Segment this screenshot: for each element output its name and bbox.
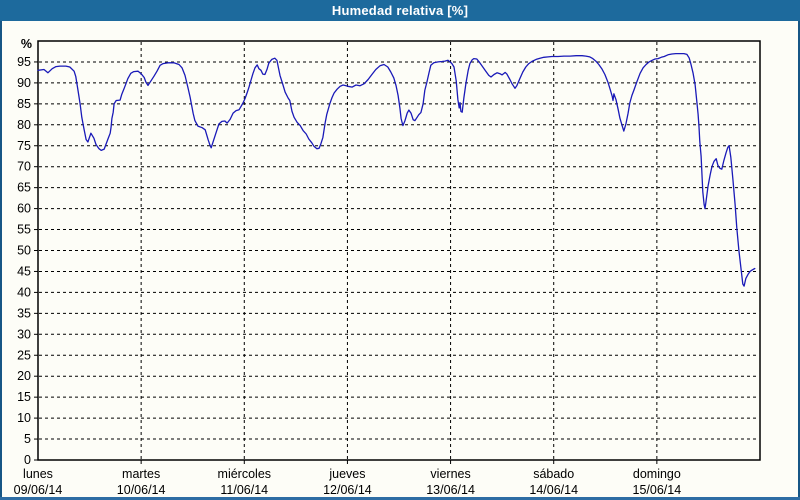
- x-date-label: 11/06/14: [220, 483, 268, 497]
- plot-frame: [37, 40, 761, 461]
- humidity-line: [37, 52, 756, 287]
- title-bar: Humedad relativa [%]: [0, 0, 800, 21]
- window-border-bottom: [0, 497, 800, 500]
- window-border-right: [798, 21, 800, 500]
- x-date-label: 12/06/14: [323, 483, 372, 497]
- y-tick-label: 75: [17, 139, 31, 153]
- x-date-label: 09/06/14: [14, 483, 63, 497]
- x-date-label: 10/06/14: [117, 483, 166, 497]
- y-tick-label: 30: [17, 327, 31, 341]
- x-day-label: sábado: [533, 467, 574, 481]
- y-tick-label: 40: [17, 285, 31, 299]
- x-date-label: 13/06/14: [426, 483, 475, 497]
- x-day-label: viernes: [430, 467, 470, 481]
- y-tick-label: 0: [24, 453, 31, 467]
- y-tick-label: 60: [17, 202, 31, 216]
- x-day-label: jueves: [328, 467, 365, 481]
- chart-title: Humedad relativa [%]: [331, 3, 469, 18]
- y-tick-label: 20: [17, 369, 31, 383]
- y-axis-unit-label: %: [21, 37, 32, 51]
- humidity-chart: 0 5 10 15 20 25 30 35 40 45 50 55 60 65 70 75 80 85 90 95% l…: [14, 37, 761, 497]
- y-tick-label: 25: [17, 348, 31, 362]
- y-tick-label: 55: [17, 223, 31, 237]
- y-tick-label: 45: [17, 264, 31, 278]
- y-tick-label: 95: [17, 55, 31, 69]
- y-tick-label: 90: [17, 76, 31, 90]
- y-tick-label: 15: [17, 390, 31, 404]
- y-tick-label: 50: [17, 244, 31, 258]
- x-date-label: 14/06/14: [529, 483, 578, 497]
- x-day-label: lunes: [23, 467, 53, 481]
- window-border-left: [0, 21, 2, 500]
- y-tick-label: 5: [24, 432, 31, 446]
- y-tick-label: 35: [17, 306, 31, 320]
- y-tick-label: 85: [17, 97, 31, 111]
- x-date-label: 15/06/14: [633, 483, 682, 497]
- y-tick-label: 10: [17, 411, 31, 425]
- x-day-label: martes: [122, 467, 160, 481]
- x-day-label: domingo: [633, 467, 681, 481]
- y-tick-label: 65: [17, 181, 31, 195]
- y-tick-label: 70: [17, 160, 31, 174]
- x-day-label: miércoles: [218, 467, 272, 481]
- y-tick-label: 80: [17, 118, 31, 132]
